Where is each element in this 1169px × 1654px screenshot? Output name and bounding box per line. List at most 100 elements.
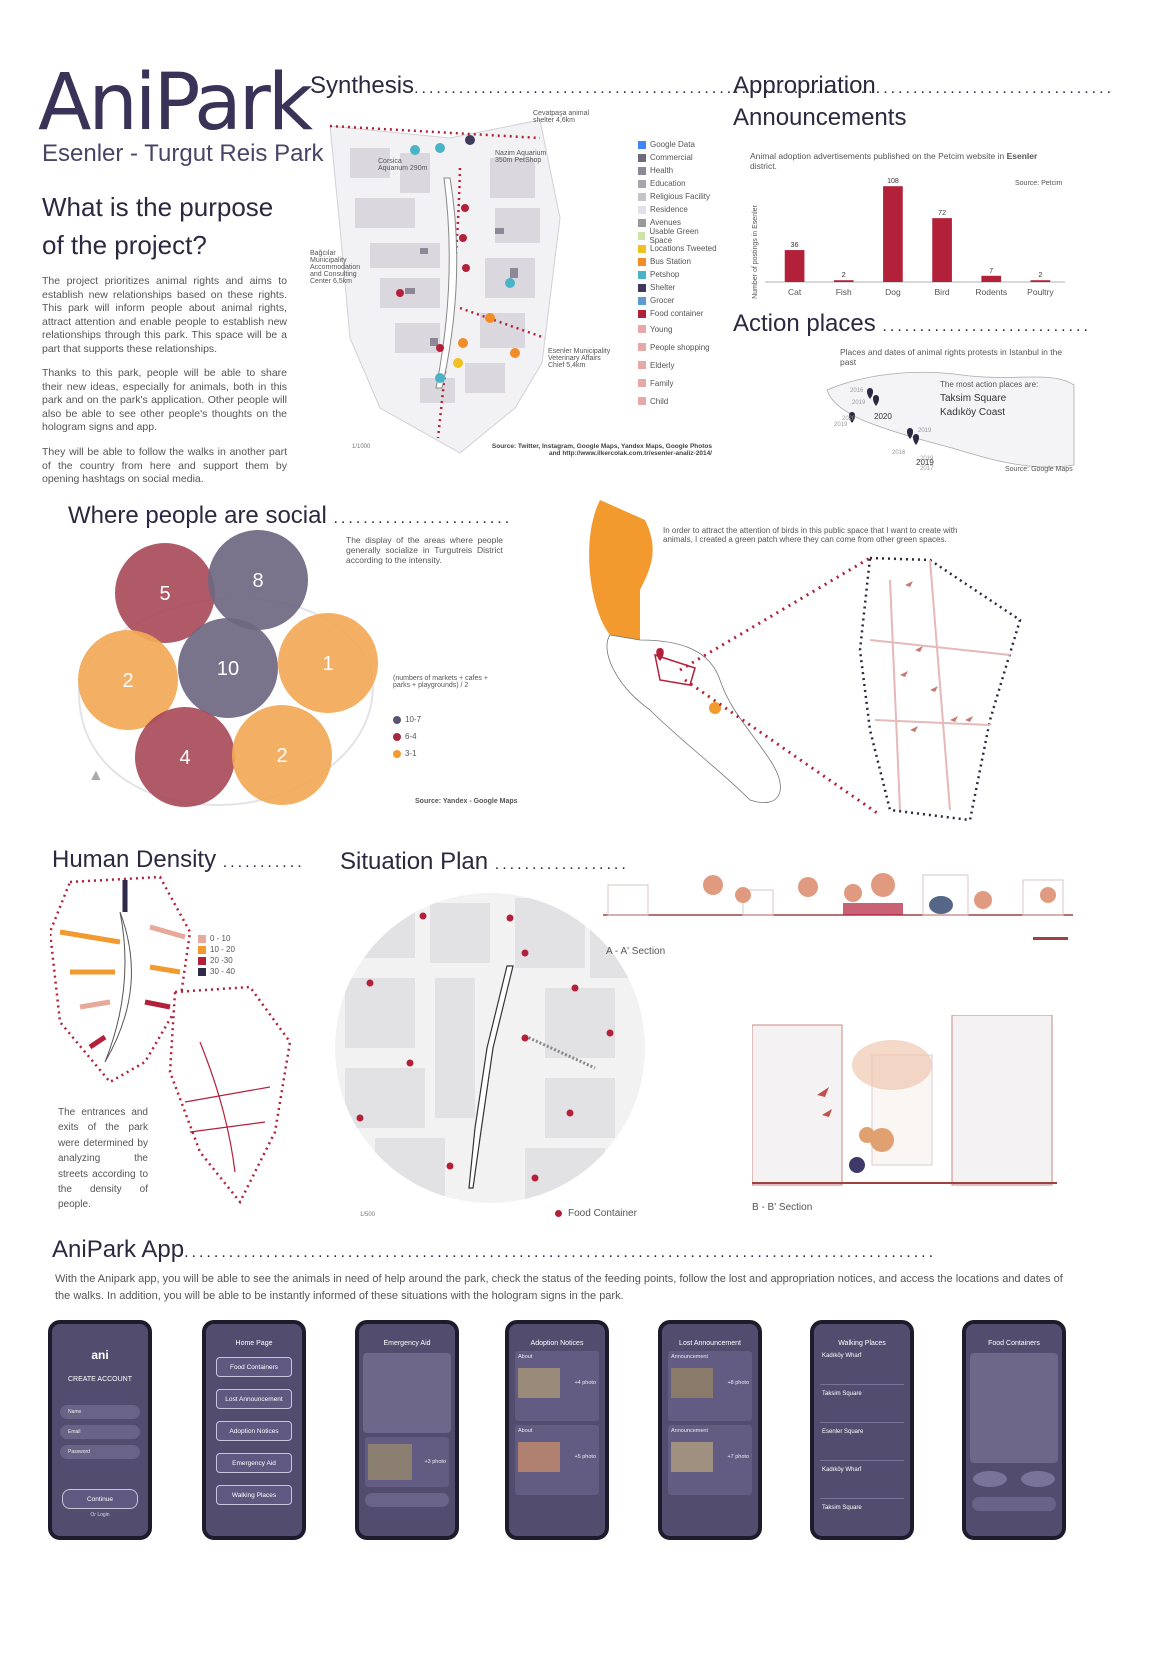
food-containers-button[interactable]: Food Containers (216, 1357, 292, 1377)
legend-item: 10-7 (393, 711, 421, 728)
walking-title: Walking Places (838, 1340, 886, 1347)
walking-item-4[interactable]: Kadıköy Wharf (820, 1465, 904, 1499)
purpose-paragraph-3: They will be able to follow the walks in… (42, 446, 287, 485)
legend-label: Education (650, 179, 686, 188)
emergency-card[interactable]: +3 photo (365, 1437, 449, 1487)
social-circle (232, 705, 332, 805)
legend-label: Avenues (650, 218, 681, 227)
legend-swatch (638, 309, 646, 318)
walking-item-2[interactable]: Taksim Square (820, 1389, 904, 1423)
label-nazim: Nazim Aquarium 350m PetShop (495, 150, 547, 164)
svg-text:▲: ▲ (88, 767, 104, 784)
chart-ylabel: Number of postings in Esenler (752, 204, 759, 298)
lost-announcement-button[interactable]: Lost Announcement (216, 1389, 292, 1409)
legend-label: Family (650, 378, 674, 388)
synthesis-legend-item: Avenues (638, 216, 718, 229)
density-legend: 0 - 10 10 - 20 20 -30 30 - 40 (198, 933, 235, 977)
legend-swatch (638, 270, 646, 279)
bar-cat (784, 250, 805, 282)
action-most-label: The most action places are: (940, 380, 1039, 389)
action-year-label: 2019 (918, 428, 932, 434)
legend-label: Google Data (650, 140, 695, 149)
action-year-label: 2016 (892, 450, 906, 456)
food-map[interactable] (970, 1353, 1058, 1463)
synthesis-legend-item: Residence (638, 203, 718, 216)
appropriation-caption: Animal adoption advertisements published… (750, 151, 1038, 171)
lost-card-2[interactable]: Announcement +7 photo (668, 1425, 752, 1495)
synthesis-legend-item: Shelter (638, 281, 718, 294)
legend-label: Commercial (650, 153, 693, 162)
situation-scale: 1/500 (360, 1212, 376, 1218)
walking-item-1[interactable]: Kadıköy Wharf (820, 1351, 904, 1385)
food-comment-input[interactable] (972, 1497, 1056, 1511)
social-circle (78, 630, 178, 730)
label-corsica: Corsica Aquarium 290m (378, 158, 428, 172)
legend-label: 30 - 40 (210, 967, 235, 976)
synthesis-legend-item: Education (638, 177, 718, 190)
social-title: Where people are social ................… (68, 502, 513, 529)
section-aa-drawing (603, 873, 1073, 940)
phone-walking: Walking Places Kadıköy Wharf Taksim Squa… (810, 1320, 914, 1540)
bar-category-label: Fish (836, 287, 852, 297)
legend-swatch (393, 715, 401, 724)
adoption-photo-count-2: +5 photo (574, 1454, 596, 1460)
adoption-card-2[interactable]: About +5 photo (515, 1425, 599, 1495)
legend-swatch (198, 967, 206, 976)
social-circles: 5 8 2 10 1 4 2 ▲ (77, 530, 378, 807)
lost-card-1[interactable]: Announcement +8 photo (668, 1351, 752, 1421)
action-source: Source: Google Maps (1005, 466, 1073, 473)
synthesis-legend-item: Commercial (638, 151, 718, 164)
food-bowl-icon (1021, 1471, 1055, 1487)
walking-places-button[interactable]: Walking Places (216, 1485, 292, 1505)
synthesis-source: Source: Twitter, Instagram, Google Maps,… (491, 443, 712, 457)
appropriation-source: Source: Petcim (1015, 180, 1063, 187)
situation-plan-map: 1/500 (335, 893, 645, 1218)
emergency-map[interactable] (363, 1353, 451, 1433)
app-description: With the Anipark app, you will be able t… (55, 1273, 1063, 1302)
app-title: AniPark App.............................… (52, 1236, 937, 1263)
walking-item-3[interactable]: Esenler Square (820, 1427, 904, 1461)
emergency-title: Emergency Aid (383, 1340, 431, 1347)
purpose-heading-2: of the project? (42, 230, 207, 260)
legend-item: 0 - 10 (198, 933, 235, 944)
bar-fish (833, 280, 854, 282)
adoption-photo-count-1: +4 photo (574, 1380, 596, 1386)
legend-item: 20 -30 (198, 955, 235, 966)
legend-label: Young (650, 324, 673, 334)
action-year-label: 2019 (920, 456, 934, 462)
bar-category-label: Bird (935, 287, 950, 297)
legend-swatch (638, 153, 646, 162)
adoption-notices-button[interactable]: Adoption Notices (216, 1421, 292, 1441)
label-bagcilar: Bağcılar Municipality Accommodation and … (310, 250, 361, 285)
synthesis-legend-item: Health (638, 164, 718, 177)
emergency-comment-input[interactable] (365, 1493, 449, 1507)
food-dot-icon (555, 1210, 562, 1217)
legend-label: Bus Station (650, 257, 691, 266)
legend-label: People shopping (650, 342, 710, 352)
adoption-card-1[interactable]: About +4 photo (515, 1351, 599, 1421)
email-field[interactable]: Email (60, 1425, 140, 1439)
social-legend: 10-7 6-4 3-1 (393, 711, 421, 762)
bar-category-label: Rodents (975, 287, 1007, 297)
bar-value-label: 36 (791, 242, 799, 249)
walking-item-5[interactable]: Taksim Square (820, 1503, 904, 1536)
continue-button[interactable]: Continue (62, 1489, 138, 1509)
action-place-2: Kadıköy Coast (940, 407, 1006, 418)
bar-value-label: 7 (989, 268, 993, 275)
login-link[interactable]: Or Login (90, 1512, 110, 1518)
legend-label: 6-4 (405, 732, 417, 741)
home-title: Home Page (235, 1340, 273, 1347)
name-field[interactable]: Name (60, 1405, 140, 1419)
action-caption: Places and dates of animal rights protes… (840, 347, 1063, 367)
emergency-aid-button[interactable]: Emergency Aid (216, 1453, 292, 1473)
social-formula: (numbers of markets + cafes + parks + pl… (393, 675, 488, 689)
phone-food: Food Containers (962, 1320, 1066, 1540)
legend-swatch (638, 205, 646, 214)
legend-item: 30 - 40 (198, 966, 235, 977)
animal-photo (671, 1368, 713, 1398)
password-field[interactable]: Password (60, 1445, 140, 1459)
section-bb-drawing (752, 1015, 1057, 1186)
lost-title: Lost Announcement (679, 1340, 741, 1347)
social-circle-value: 2 (276, 745, 287, 767)
legend-swatch (638, 140, 646, 149)
